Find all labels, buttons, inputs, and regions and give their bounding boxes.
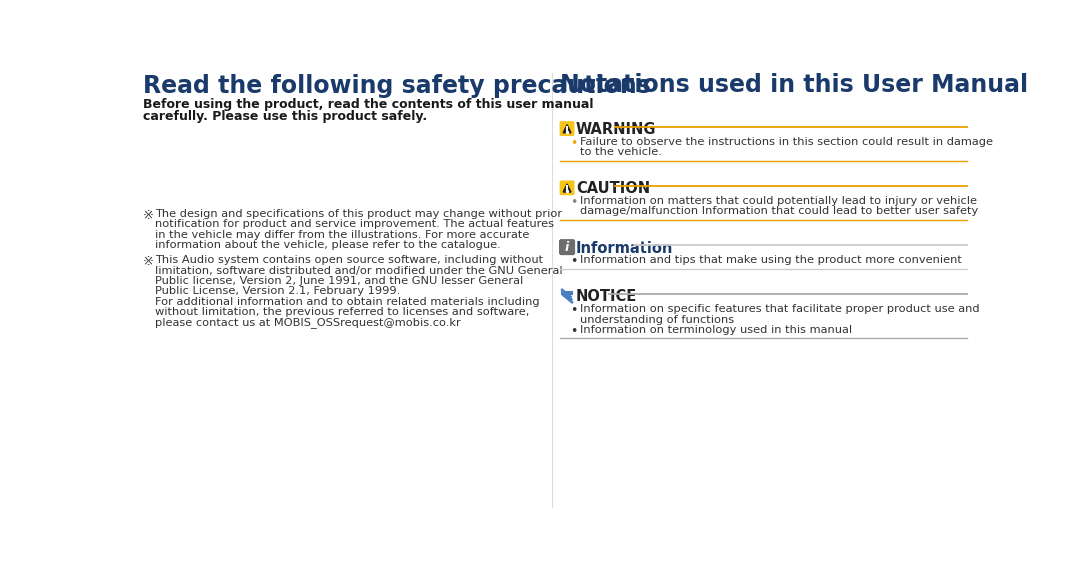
Text: •: • xyxy=(570,304,578,317)
Text: ※: ※ xyxy=(143,209,153,222)
Text: Public license, Version 2, June 1991, and the GNU lesser General: Public license, Version 2, June 1991, an… xyxy=(156,276,524,286)
Text: CAUTION: CAUTION xyxy=(576,181,650,196)
Polygon shape xyxy=(563,125,571,133)
Text: Failure to observe the instructions in this section could result in damage: Failure to observe the instructions in t… xyxy=(580,137,993,146)
Polygon shape xyxy=(563,184,571,192)
Text: Information on matters that could potentially lead to injury or vehicle: Information on matters that could potent… xyxy=(580,196,976,206)
Text: Read the following safety precautions: Read the following safety precautions xyxy=(143,73,650,98)
Text: please contact us at MOBIS_OSSrequest@mobis.co.kr: please contact us at MOBIS_OSSrequest@mo… xyxy=(156,317,461,328)
Text: WARNING: WARNING xyxy=(576,122,657,137)
Text: information about the vehicle, please refer to the catalogue.: information about the vehicle, please re… xyxy=(156,240,501,250)
FancyBboxPatch shape xyxy=(559,240,575,254)
Text: Information on terminology used in this manual: Information on terminology used in this … xyxy=(580,325,852,335)
Text: Information and tips that make using the product more convenient: Information and tips that make using the… xyxy=(580,255,961,265)
Text: The design and specifications of this product may change without prior: The design and specifications of this pr… xyxy=(156,209,563,219)
Text: Information on specific features that facilitate proper product use and: Information on specific features that fa… xyxy=(580,304,980,314)
Text: to the vehicle.: to the vehicle. xyxy=(580,147,662,157)
Text: •: • xyxy=(570,255,578,268)
Text: ※: ※ xyxy=(143,255,153,268)
Text: carefully. Please use this product safely.: carefully. Please use this product safel… xyxy=(143,110,427,123)
Text: NOTICE: NOTICE xyxy=(576,289,637,304)
Text: Public License, Version 2.1, February 1999.: Public License, Version 2.1, February 19… xyxy=(156,286,401,296)
FancyBboxPatch shape xyxy=(561,122,573,135)
Text: For additional information and to obtain related materials including: For additional information and to obtain… xyxy=(156,297,540,307)
Text: •: • xyxy=(570,137,578,150)
Text: Before using the product, read the contents of this user manual: Before using the product, read the conte… xyxy=(143,98,593,111)
Text: This Audio system contains open source software, including without: This Audio system contains open source s… xyxy=(156,255,543,265)
Text: in the vehicle may differ from the illustrations. For more accurate: in the vehicle may differ from the illus… xyxy=(156,230,529,240)
Text: damage/malfunction Information that could lead to better user safety: damage/malfunction Information that coul… xyxy=(580,206,978,216)
Text: i: i xyxy=(565,241,569,254)
FancyBboxPatch shape xyxy=(561,181,573,195)
Text: Notations used in this User Manual: Notations used in this User Manual xyxy=(559,73,1028,98)
Text: without limitation, the previous referred to licenses and software,: without limitation, the previous referre… xyxy=(156,307,529,317)
Text: limitation, software distributed and/or modified under the GNU General: limitation, software distributed and/or … xyxy=(156,266,563,276)
Text: •: • xyxy=(570,325,578,338)
Text: •: • xyxy=(570,196,578,209)
Text: notification for product and service improvement. The actual features: notification for product and service imp… xyxy=(156,219,554,230)
Text: understanding of functions: understanding of functions xyxy=(580,315,734,324)
Text: Information: Information xyxy=(576,241,673,255)
